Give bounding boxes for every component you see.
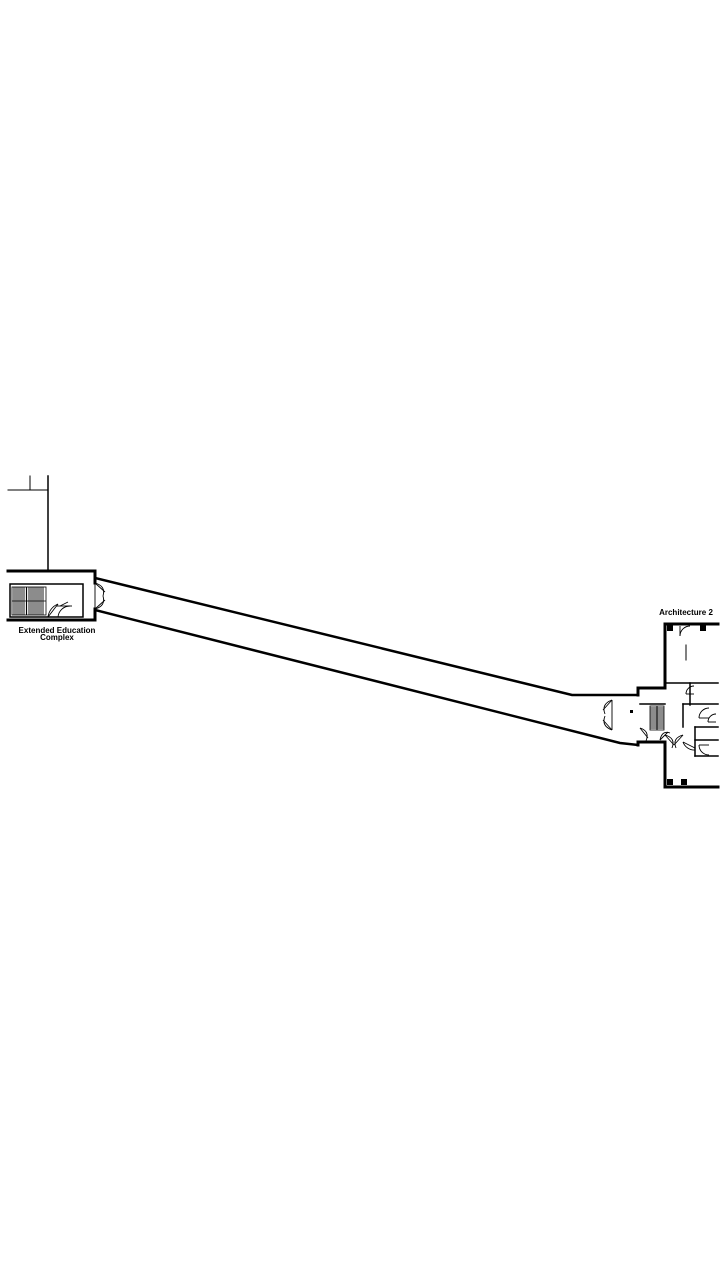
door-icon (682, 741, 710, 756)
stair-icon (649, 705, 665, 731)
architecture-2-label: Architecture 2 (659, 608, 713, 617)
column-marker (700, 625, 706, 631)
connecting-corridor[interactable] (93, 576, 640, 747)
main-wing-top-wall (6, 569, 97, 585)
double-door-icon (664, 734, 684, 749)
door-icon (698, 707, 717, 723)
column-marker (681, 779, 687, 785)
extended-education-label-line1: Extended Education (19, 626, 96, 635)
extended-education-label-line2: Complex (40, 633, 74, 642)
vestibule-top-wall (636, 686, 667, 697)
south-block-wall (663, 741, 720, 789)
corridor-lower-wall (93, 608, 640, 747)
column-marker (667, 625, 673, 631)
architecture-2-building[interactable] (636, 622, 720, 789)
double-door-icon (602, 699, 613, 731)
column-marker (630, 710, 633, 713)
corridor-upper-wall (93, 576, 640, 697)
stair-icon (11, 586, 47, 616)
double-door-icon (94, 582, 106, 610)
extended-education-complex-building[interactable] (6, 475, 106, 622)
door-icon (685, 685, 695, 695)
room-door-icon (47, 601, 72, 618)
double-door-icon (639, 727, 671, 742)
north-block-wall (663, 622, 720, 688)
column-marker (667, 779, 673, 785)
door-icon (679, 625, 691, 637)
stair-room-wall (9, 583, 84, 618)
main-wing-bottom-wall (6, 607, 97, 622)
vestibule-bottom-wall (636, 740, 667, 747)
